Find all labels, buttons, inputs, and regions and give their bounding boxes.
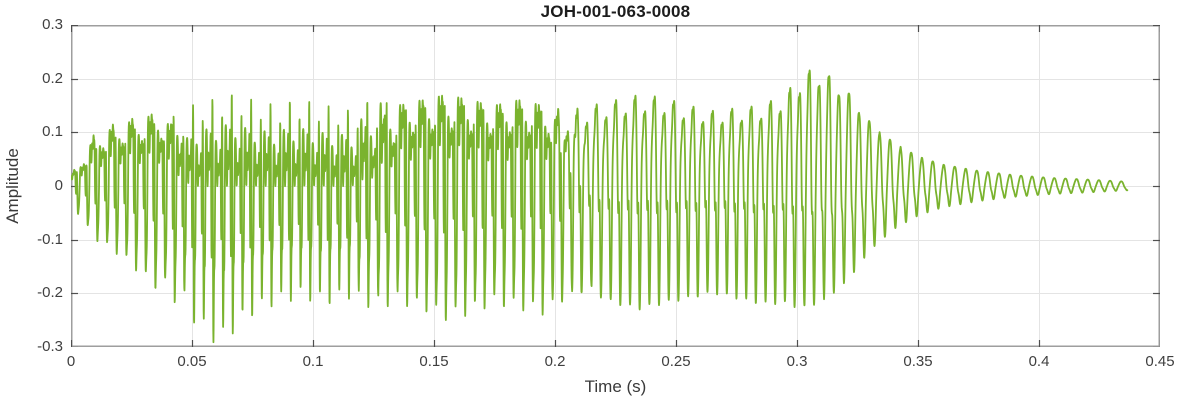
chart-title: JOH-001-063-0008 [540, 2, 691, 21]
y-tick-label: 0.2 [42, 69, 63, 87]
y-tick-label: 0.3 [42, 16, 63, 33]
x-tick-label: 0.1 [302, 353, 324, 370]
y-tick-label: 0.1 [42, 123, 63, 141]
x-tick-label: 0.35 [903, 353, 933, 370]
x-tick-label: 0.3 [786, 353, 808, 370]
y-tick-label: -0.2 [37, 284, 63, 302]
y-tick-label: -0.3 [37, 338, 63, 355]
x-tick-label: 0.15 [419, 353, 449, 370]
x-tick-label: 0.4 [1028, 353, 1050, 370]
y-tick-label: -0.1 [37, 230, 63, 248]
y-tick-label: 0 [54, 177, 63, 194]
x-tick-label: 0 [66, 353, 76, 370]
x-axis-label: Time (s) [584, 377, 647, 396]
plot-area [71, 25, 1160, 347]
x-tick-label: 0.45 [1145, 353, 1175, 370]
x-tick-label: 0.2 [544, 353, 566, 370]
x-tick-label: 0.05 [177, 353, 207, 370]
x-tick-label: 0.25 [661, 353, 691, 370]
